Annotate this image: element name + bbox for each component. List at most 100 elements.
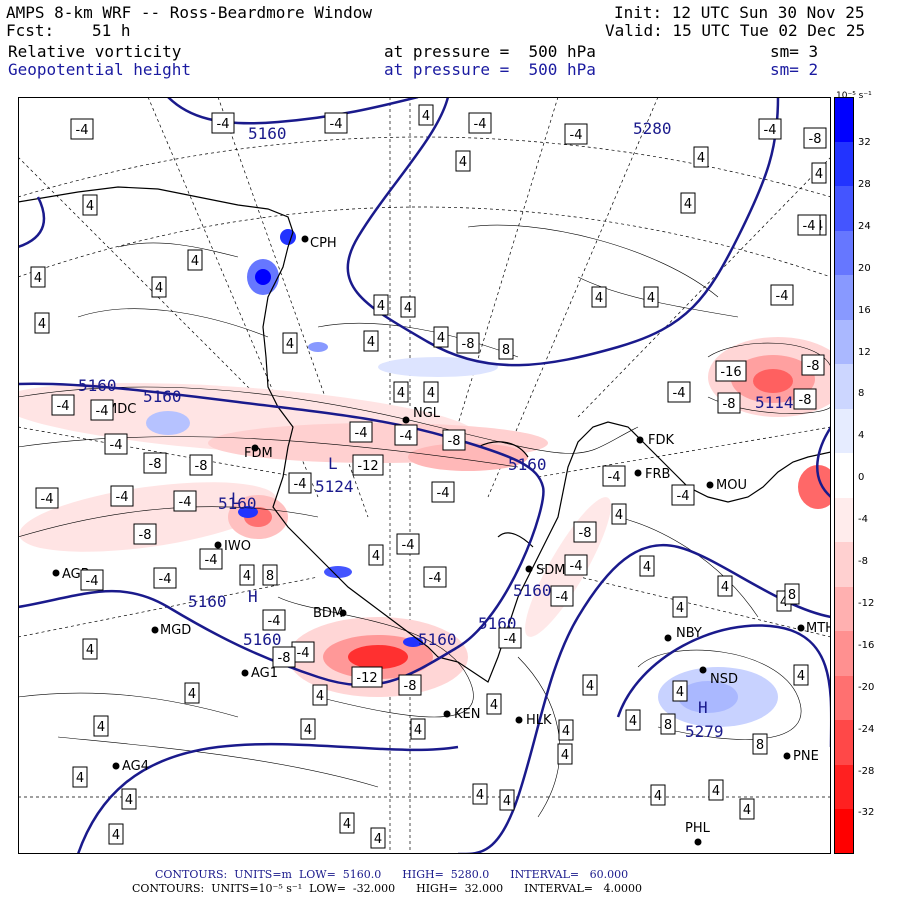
station-label: BDM — [313, 606, 343, 621]
vorticity-label: -4 — [104, 433, 128, 455]
vorticity-labels: -4-4-44-4-4-4-8444444-4444-444444444-884… — [30, 104, 827, 849]
colorbar-swatch — [834, 764, 854, 810]
colorbar-tick-label: 16 — [858, 304, 871, 316]
vorticity-label: 4 — [639, 555, 655, 577]
vorticity-label: -4 — [564, 554, 588, 576]
svg-text:-8: -8 — [809, 132, 822, 147]
vorticity-label: 4 — [591, 286, 607, 308]
svg-text:-8: -8 — [139, 528, 152, 543]
svg-text:-4: -4 — [96, 404, 109, 419]
svg-text:4: 4 — [155, 281, 163, 296]
height-label: 5160 — [218, 494, 257, 513]
svg-text:4: 4 — [372, 549, 380, 564]
station-label: AG1 — [251, 666, 278, 681]
station-label: CPH — [310, 236, 337, 251]
vorticity-label: -4 — [564, 123, 588, 145]
station-nby: NBY — [664, 626, 702, 642]
vorticity-label: 4 — [557, 743, 573, 765]
colorbar-swatch — [834, 319, 854, 365]
svg-text:4: 4 — [595, 291, 603, 306]
height-label: 5280 — [633, 119, 672, 138]
svg-text:4: 4 — [112, 828, 120, 843]
station-label: MOU — [716, 478, 747, 493]
svg-text:-4: -4 — [268, 614, 281, 629]
vorticity-label: 4 — [30, 266, 46, 288]
station-pne: PNE — [783, 749, 819, 764]
colorbar-swatch — [834, 408, 854, 454]
vorticity-label: 8 — [752, 733, 768, 755]
station-label: MDC — [106, 402, 136, 417]
colorbar-tick-label: -8 — [858, 556, 868, 567]
footer-height-contours: CONTOURS: UNITS=m LOW= 5160.0 HIGH= 5280… — [155, 868, 629, 881]
colorbar-tick-label: -12 — [858, 597, 875, 609]
colorbar-tick-label: 8 — [858, 388, 865, 400]
svg-text:-4: -4 — [677, 489, 690, 504]
vorticity-label: -4 — [51, 394, 75, 416]
svg-text:4: 4 — [815, 167, 823, 182]
svg-text:-4: -4 — [355, 426, 368, 441]
svg-text:-4: -4 — [570, 128, 583, 143]
colorbar-tick-label: -4 — [858, 514, 868, 526]
vorticity-label: 4 — [643, 286, 659, 308]
height-label: 5160 — [418, 630, 457, 649]
svg-text:-4: -4 — [400, 429, 413, 444]
fcst-value: 51 h — [92, 21, 131, 40]
station-hlk: HLK — [515, 713, 552, 728]
svg-text:4: 4 — [374, 832, 382, 847]
vorticity-label: 8 — [262, 564, 278, 586]
svg-text:-4: -4 — [608, 470, 621, 485]
colorbar-swatch — [834, 631, 854, 677]
field1-name: Relative vorticity — [8, 42, 182, 61]
svg-text:4: 4 — [676, 685, 684, 700]
station-fdm: FDM — [244, 444, 273, 461]
height-label: 5114 — [755, 393, 794, 412]
vorticity-label: -4 — [758, 118, 782, 140]
svg-text:-4: -4 — [297, 646, 310, 661]
height-label: 5160 — [143, 387, 182, 406]
vorticity-label: -4 — [110, 485, 134, 507]
valid-time: Valid: 15 UTC Tue 02 Dec 25 — [605, 21, 866, 40]
init-time: Init: 12 UTC Sun 30 Nov 25 — [614, 3, 865, 22]
svg-text:-8: -8 — [579, 526, 592, 541]
high-symbol: H — [248, 587, 258, 606]
station-label: NSD — [710, 672, 738, 687]
vorticity-label: 4 — [339, 812, 355, 834]
colorbar-swatch — [834, 186, 854, 232]
vorticity-label: 4 — [611, 503, 627, 525]
field2-level: at pressure = 500 hPa — [384, 60, 596, 79]
colorbar-swatch — [834, 497, 854, 543]
fcst-label: Fcst: — [6, 21, 55, 40]
svg-text:-4: -4 — [294, 477, 307, 492]
colorbar-swatch — [834, 675, 854, 721]
svg-text:8: 8 — [756, 738, 764, 753]
colorbar-tick-label: 28 — [858, 178, 871, 190]
height-label: 5160 — [188, 592, 227, 611]
vorticity-label: 4 — [282, 332, 298, 354]
vorticity-label: -4 — [394, 424, 418, 446]
vorticity-label: 4 — [72, 766, 88, 788]
svg-text:4: 4 — [654, 789, 662, 804]
svg-text:-4: -4 — [41, 492, 54, 507]
svg-text:-4: -4 — [110, 438, 123, 453]
svg-text:-8: -8 — [448, 434, 461, 449]
svg-text:-4: -4 — [776, 289, 789, 304]
station-label: FRB — [645, 467, 670, 482]
station-label: PNE — [793, 749, 819, 764]
vorticity-label: 4 — [121, 788, 137, 810]
svg-text:4: 4 — [721, 580, 729, 595]
vorticity-label: 4 — [811, 162, 827, 184]
vorticity-label: -8 — [272, 646, 296, 668]
vorticity-label: 4 — [625, 709, 641, 731]
height-label: 5160 — [78, 376, 117, 395]
vorticity-label: -4 — [602, 465, 626, 487]
svg-text:8: 8 — [266, 569, 274, 584]
vorticity-label: 4 — [650, 784, 666, 806]
vorticity-label: -4 — [288, 472, 312, 494]
station-iwo: IWO — [214, 539, 251, 554]
svg-text:-4: -4 — [556, 590, 569, 605]
station-mgd: MGD — [151, 623, 191, 638]
vorticity-label: -8 — [801, 354, 825, 376]
colorbar-tick-label: 4 — [858, 430, 865, 442]
svg-text:-4: -4 — [570, 559, 583, 574]
vorticity-label: 4 — [423, 381, 439, 403]
